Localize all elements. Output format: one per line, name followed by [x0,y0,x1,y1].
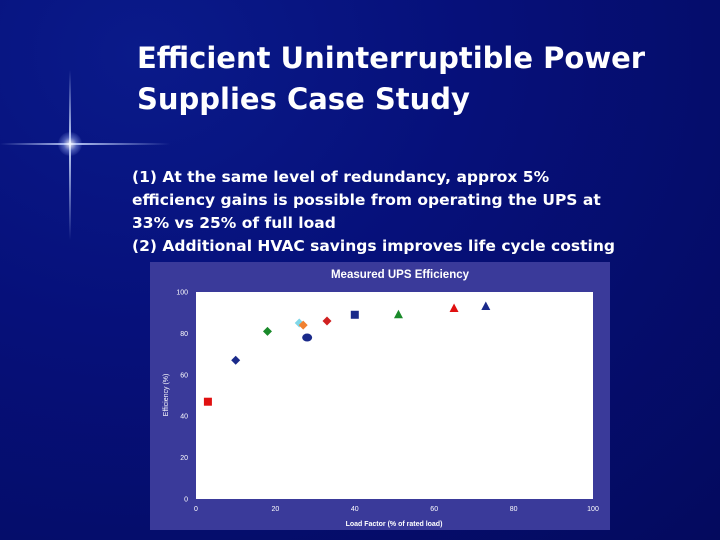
slide-title-line-1: Efficient Uninterruptible Power [137,41,646,75]
data-points [203,301,491,406]
y-tick-label-0: 0 [184,497,188,504]
x-tick-label-3: 60 [430,506,438,513]
data-point-2 [262,326,272,336]
x-tick-label-0: 0 [194,506,198,513]
x-tick-label-4: 80 [510,506,518,513]
lens-flare-glow [58,132,82,156]
x-tick-label-1: 20 [272,506,280,513]
plot-area [196,292,593,499]
data-point-0 [203,397,212,406]
efficiency-chart: Measured UPS Efficiency 0 20 40 60 80 100 0 20… [150,262,610,530]
y-tick-label-5: 100 [176,290,188,297]
bullet-line-3: 33% vs 25% of full load [132,214,336,232]
chart-title: Measured UPS Efficiency [331,269,470,281]
y-axis-label: Efficiency (%) [163,374,170,417]
bullet-line-4: (2) Additional HVAC savings improves lif… [132,237,615,255]
bullet-line-2: efficiency gains is possible from operat… [132,191,601,209]
x-tick-labels: 0 20 40 60 80 100 [194,506,599,513]
data-point-4 [298,320,308,330]
slide-title: Efficient Uninterruptible Power Supplies… [137,38,697,120]
slide-bullets: (1) At the same level of redundancy, app… [132,166,692,258]
data-point-1 [231,355,241,365]
data-point-10 [481,301,491,310]
x-tick-label-2: 40 [351,506,359,513]
y-tick-labels: 0 20 40 60 80 100 [176,290,188,504]
lens-flare-horizontal [0,143,170,145]
data-point-8 [393,309,403,319]
y-tick-label-3: 60 [180,372,188,379]
x-axis-label: Load Factor (% of rated load) [346,521,443,528]
y-tick-label-2: 40 [180,414,188,421]
slide-title-line-2: Supplies Case Study [137,82,470,116]
y-tick-label-4: 80 [180,331,188,338]
data-point-9 [449,303,459,313]
data-point-5 [302,333,313,342]
y-tick-label-1: 20 [180,455,188,462]
x-tick-label-5: 100 [587,506,599,513]
data-point-7 [350,310,359,319]
bullet-line-1: (1) At the same level of redundancy, app… [132,168,550,186]
data-point-6 [322,316,332,326]
